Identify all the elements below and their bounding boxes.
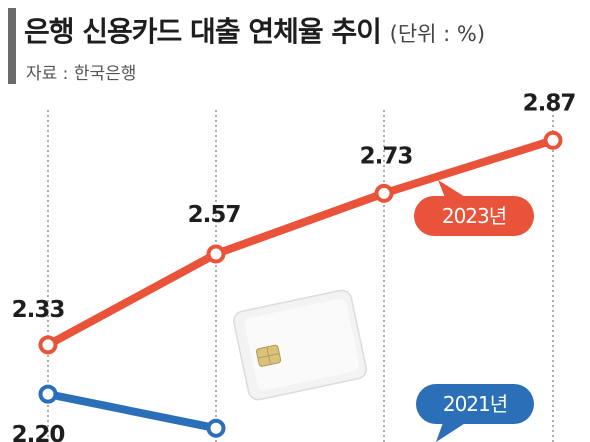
value-labels: 2.33 2.57 2.73 2.87 2.20 — [12, 90, 577, 442]
title-accent-bar — [8, 8, 16, 84]
value-label-0-1: 2.57 — [188, 202, 241, 228]
legend-label-0: 2023년 — [442, 204, 506, 228]
value-label-0-3: 2.87 — [523, 90, 576, 116]
chart-source: 자료 : 한국은행 — [26, 64, 137, 84]
legend-bubbles: 2023년 2021년 — [414, 180, 534, 442]
credit-card-icon — [233, 289, 367, 401]
legend-bubble-tail-0 — [438, 180, 470, 200]
legend-bubble-body-1 — [416, 384, 534, 424]
data-point-1-0 — [38, 384, 58, 404]
series-line-1 — [44, 390, 220, 433]
legend-label-1: 2021년 — [443, 392, 507, 416]
value-label-0-2: 2.73 — [360, 143, 413, 169]
legend-bubble-body-0 — [414, 196, 534, 236]
data-point-0-3 — [543, 130, 563, 150]
legend-bubble-1: 2021년 — [416, 384, 534, 442]
series-line-0 — [44, 136, 557, 349]
data-point-1-1 — [206, 418, 226, 438]
data-point-0-1 — [206, 244, 226, 264]
legend-bubble-0: 2023년 — [414, 180, 534, 236]
chart-unit: (단위 : %) — [389, 22, 486, 46]
chart-header: 은행 신용카드 대출 연체율 추이 (단위 : %) 자료 : 한국은행 — [0, 0, 590, 95]
value-label-0-0: 2.33 — [12, 297, 65, 323]
legend-bubble-tail-1 — [436, 420, 470, 442]
series-layer — [38, 130, 563, 438]
data-point-0-2 — [374, 183, 394, 203]
value-label-1-0: 2.20 — [12, 422, 65, 442]
chart-title: 은행 신용카드 대출 연체율 추이 (단위 : %) — [24, 10, 485, 50]
data-point-0-0 — [38, 335, 58, 355]
chart-title-text: 은행 신용카드 대출 연체율 추이 — [24, 15, 382, 48]
